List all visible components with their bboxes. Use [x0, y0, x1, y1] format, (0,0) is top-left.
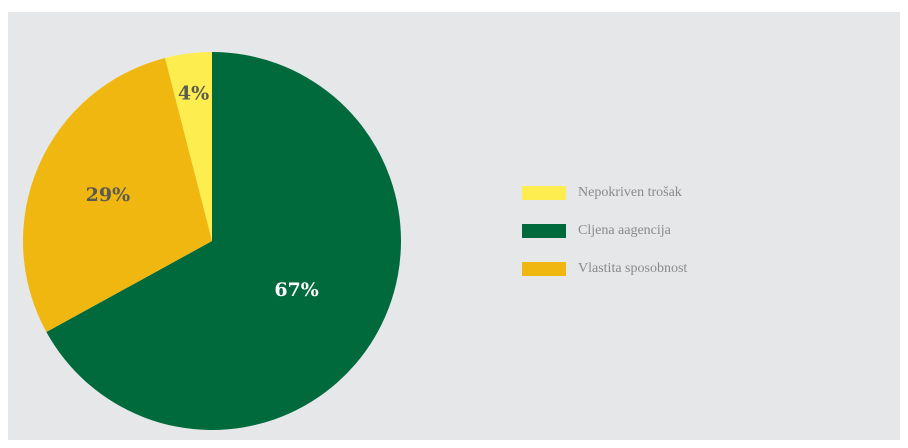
legend-label: Vlastita sposobnost [578, 261, 687, 276]
pie-slice [46, 52, 401, 430]
legend-swatch [522, 262, 566, 276]
slice-label: 4% [178, 83, 209, 105]
legend-swatch [522, 224, 566, 238]
legend-label: Cljena aagencija [578, 223, 672, 238]
slice-label: 67% [274, 279, 319, 301]
pie-slice [164, 52, 212, 241]
legend-label: Nepokriven trošak [578, 185, 682, 200]
slice-label: 29% [86, 184, 131, 206]
legend-swatch [522, 186, 566, 200]
pie-slice [22, 57, 212, 333]
